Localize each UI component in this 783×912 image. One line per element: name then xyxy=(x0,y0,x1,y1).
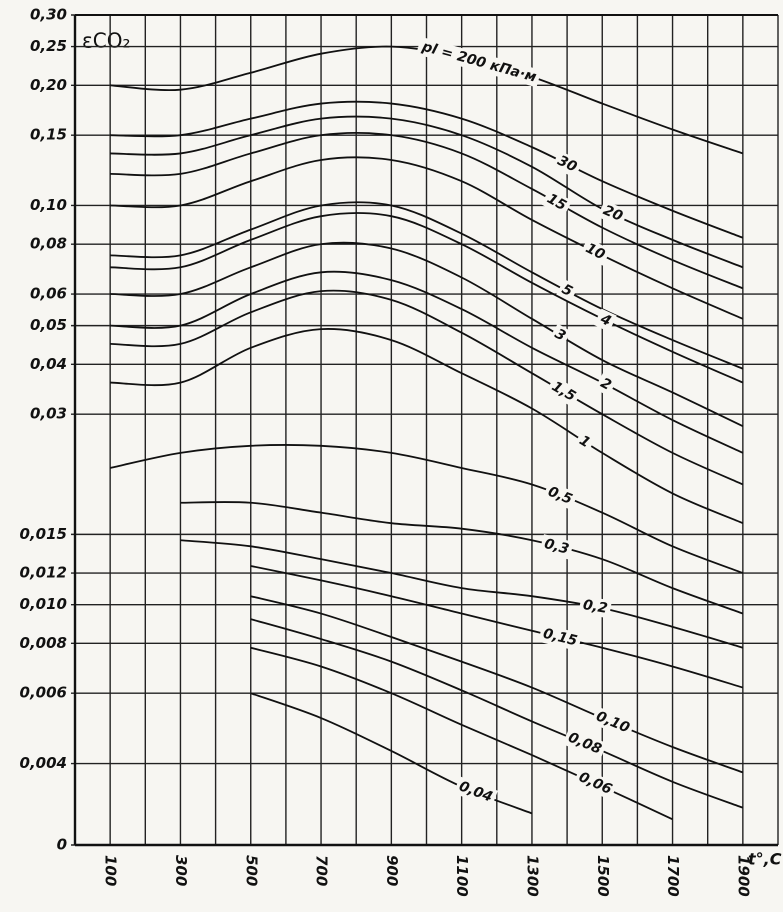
curve-label-group: 0,5 xyxy=(542,481,578,510)
curve-label-group: 0,06 xyxy=(573,766,618,801)
series-label: 0,10 xyxy=(594,708,632,736)
label-background xyxy=(542,481,578,510)
series-label: 0,15 xyxy=(541,626,579,650)
curve-label-group: 1,5 xyxy=(545,376,582,408)
y-tick-label: 0,006 xyxy=(20,684,67,702)
y-tick-label: 0,25 xyxy=(30,37,67,55)
x-axis-label: t°,C xyxy=(748,850,782,869)
series-label: 30 xyxy=(555,153,580,176)
label-background xyxy=(593,308,617,332)
curve xyxy=(109,444,744,574)
label-background xyxy=(416,36,542,88)
curve-label-group: 3 xyxy=(548,323,572,348)
curve xyxy=(110,241,744,427)
curve xyxy=(110,100,744,239)
curve xyxy=(110,201,744,370)
y-tick-label: 0,015 xyxy=(20,525,67,543)
label-background xyxy=(545,376,582,408)
label-background xyxy=(594,372,617,397)
curve xyxy=(250,565,744,689)
curve-label-group: 0,04 xyxy=(453,776,498,808)
label-background xyxy=(541,188,573,217)
curve-label-group: 20 xyxy=(597,200,629,228)
y-tick-label: 0,03 xyxy=(30,405,67,423)
curve-label-group: 15 xyxy=(541,188,573,217)
label-background xyxy=(551,150,583,178)
x-tick-label: 1100 xyxy=(453,855,471,897)
y-tick-label: 0,08 xyxy=(30,235,67,253)
curve-label-group: 0,2 xyxy=(578,595,612,619)
y-tick-label: 0,30 xyxy=(30,6,67,24)
curve-label-group: 2 xyxy=(594,372,617,397)
curve xyxy=(110,156,744,320)
curve xyxy=(110,212,744,384)
x-tick-label: 1900 xyxy=(734,855,752,897)
curve xyxy=(180,501,744,615)
label-background xyxy=(555,279,579,303)
curve-label-group: 0,10 xyxy=(590,706,636,739)
curve-label-group: 4 xyxy=(593,308,617,332)
y-tick-label: 0,004 xyxy=(20,754,67,772)
y-tick-label: 0,15 xyxy=(30,126,67,144)
y-tick-label: 0,06 xyxy=(30,285,67,303)
label-background xyxy=(578,595,612,619)
series-label: 0,08 xyxy=(566,730,604,758)
label-background xyxy=(590,706,636,739)
y-tick-label: 0,008 xyxy=(20,634,67,652)
series-label: 0,3 xyxy=(542,536,570,558)
x-tick-label: 1500 xyxy=(594,855,612,897)
label-background xyxy=(573,429,597,454)
series-label: 20 xyxy=(601,202,626,225)
label-background xyxy=(453,776,498,808)
series-label: pl = 200 кПа·м xyxy=(419,38,538,85)
y-tick-label: 0 xyxy=(57,836,67,854)
curve xyxy=(110,289,744,486)
y-tick-label: 0,10 xyxy=(30,196,67,214)
y-tick-label: 0,04 xyxy=(30,355,67,373)
label-background xyxy=(562,727,608,760)
curve xyxy=(110,132,744,290)
x-tick-label: 1700 xyxy=(664,855,682,897)
x-tick-label: 500 xyxy=(242,855,260,886)
curve xyxy=(250,595,744,774)
y-tick-label: 0,05 xyxy=(30,316,67,334)
x-tick-label: 300 xyxy=(172,855,190,886)
y-tick-label: 0,012 xyxy=(20,564,67,582)
curve-label-group: 1 xyxy=(573,429,597,454)
label-background xyxy=(573,766,618,801)
x-tick-label: 700 xyxy=(313,855,331,886)
y-tick-label: 0,20 xyxy=(30,76,67,94)
label-background xyxy=(548,323,572,348)
label-background xyxy=(539,534,574,560)
curve xyxy=(250,618,744,809)
curve xyxy=(110,328,744,525)
curve xyxy=(180,539,744,649)
series-label: 0,06 xyxy=(576,769,614,798)
curve-label-group: 0,15 xyxy=(538,624,583,652)
curve-label-group: 30 xyxy=(551,150,583,178)
y-tick-label: 0,010 xyxy=(20,595,67,613)
curve-label-group: 10 xyxy=(579,238,611,266)
y-axis-label: εCO₂ xyxy=(82,29,131,53)
label-background xyxy=(538,624,583,652)
curve-label-group: 0,3 xyxy=(539,534,574,560)
x-tick-label: 100 xyxy=(102,855,120,886)
curve xyxy=(110,115,744,269)
curve xyxy=(110,270,744,454)
label-background xyxy=(579,238,611,266)
curve-label-group: 0,08 xyxy=(562,727,608,760)
series-label: 0,2 xyxy=(582,597,609,617)
x-tick-label: 1300 xyxy=(523,855,541,897)
x-tick-label: 900 xyxy=(383,855,401,886)
series-label: 10 xyxy=(583,240,608,263)
curve-label-group: 5 xyxy=(555,279,579,303)
label-background xyxy=(597,200,629,228)
curve-label-group: pl = 200 кПа·м xyxy=(416,36,542,88)
